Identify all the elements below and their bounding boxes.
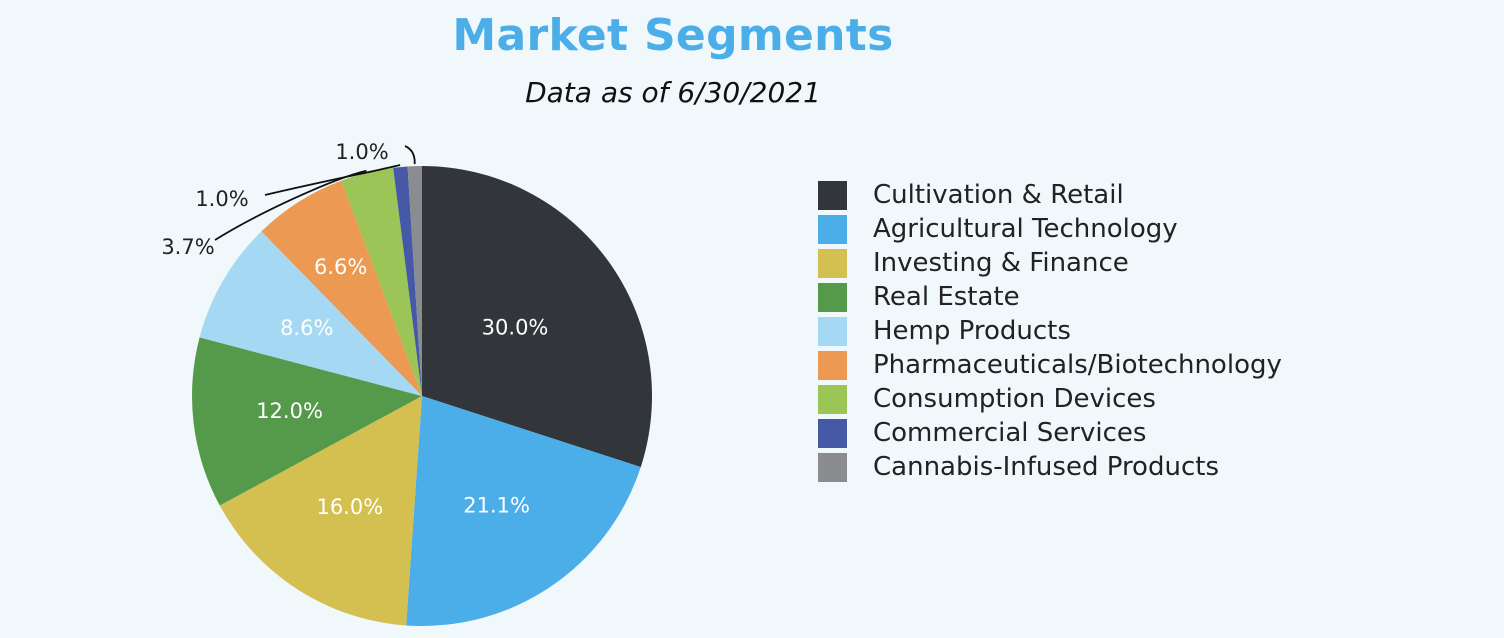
pie-slice-cannabis-infused-products bbox=[407, 166, 422, 396]
legend-label: Pharmaceuticals/Biotechnology bbox=[873, 350, 1282, 380]
legend: Cultivation & Retail Agricultural Technol… bbox=[818, 178, 1282, 484]
legend-swatch bbox=[818, 248, 847, 278]
legend-item-real-estate: Real Estate bbox=[818, 280, 1282, 314]
pie-slice-consumption-devices bbox=[341, 167, 422, 396]
legend-swatch bbox=[818, 282, 847, 312]
legend-swatch bbox=[818, 316, 847, 346]
legend-item-investing-finance: Investing & Finance bbox=[818, 246, 1282, 280]
leader-lines bbox=[214, 145, 416, 241]
pie-slice-commercial-services bbox=[393, 166, 422, 396]
pie-slice-investing-finance bbox=[219, 396, 422, 626]
data-label-investing-finance: 16.0% bbox=[316, 495, 383, 519]
data-label-commercial-services: 1.0% bbox=[195, 187, 248, 211]
legend-label: Investing & Finance bbox=[873, 248, 1129, 278]
legend-item-cannabis-infused-products: Cannabis-Infused Products bbox=[818, 450, 1282, 484]
legend-swatch bbox=[818, 418, 847, 448]
leader-line-commercial-services bbox=[264, 164, 401, 196]
pie-slice-cultivation-retail bbox=[422, 166, 652, 468]
data-label-consumption-devices: 3.7% bbox=[161, 235, 214, 259]
data-label-cultivation-retail: 30.0% bbox=[482, 315, 549, 339]
legend-label: Agricultural Technology bbox=[873, 214, 1178, 244]
legend-label: Consumption Devices bbox=[873, 384, 1156, 414]
legend-item-consumption-devices: Consumption Devices bbox=[818, 382, 1282, 416]
leader-line-cannabis-infused-products bbox=[404, 145, 416, 165]
pie-slices bbox=[192, 166, 652, 626]
legend-item-agricultural-technology: Agricultural Technology bbox=[818, 212, 1282, 246]
chart-title: Market Segments bbox=[452, 10, 894, 61]
legend-label: Cultivation & Retail bbox=[873, 180, 1124, 210]
pie-slice-pharmaceuticals-biotechnology bbox=[261, 180, 422, 396]
data-label-real-estate: 12.0% bbox=[256, 399, 323, 423]
legend-label: Hemp Products bbox=[873, 316, 1071, 346]
legend-label: Commercial Services bbox=[873, 418, 1147, 448]
pie-slice-hemp-products bbox=[199, 231, 422, 396]
legend-swatch bbox=[818, 180, 847, 210]
data-label-pharmaceuticals-biotechnology: 6.6% bbox=[314, 255, 367, 279]
legend-item-cultivation-retail: Cultivation & Retail bbox=[818, 178, 1282, 212]
legend-item-hemp-products: Hemp Products bbox=[818, 314, 1282, 348]
chart-subtitle: Data as of 6/30/2021 bbox=[525, 76, 821, 109]
legend-swatch bbox=[818, 214, 847, 244]
pie-slice-agricultural-technology bbox=[406, 396, 641, 626]
legend-label: Real Estate bbox=[873, 282, 1020, 312]
legend-item-pharmaceuticals-biotechnology: Pharmaceuticals/Biotechnology bbox=[818, 348, 1282, 382]
legend-swatch bbox=[818, 384, 847, 414]
data-label-cannabis-infused-products: 1.0% bbox=[335, 140, 388, 164]
pie-slice-real-estate bbox=[192, 337, 422, 506]
legend-label: Cannabis-Infused Products bbox=[873, 452, 1219, 482]
legend-swatch bbox=[818, 350, 847, 380]
data-label-agricultural-technology: 21.1% bbox=[463, 494, 530, 518]
data-label-hemp-products: 8.6% bbox=[280, 316, 333, 340]
legend-item-commercial-services: Commercial Services bbox=[818, 416, 1282, 450]
legend-swatch bbox=[818, 452, 847, 482]
data-labels: 30.0% 21.1% 16.0% 12.0% 8.6% 6.6% 3.7% 1.0% 1.0% bbox=[161, 140, 548, 519]
